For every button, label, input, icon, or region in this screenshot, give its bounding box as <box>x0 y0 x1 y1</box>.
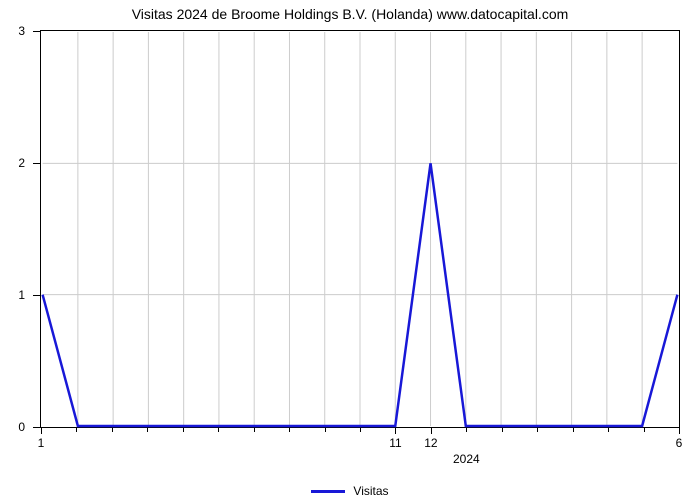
x-secondary-label: 2024 <box>453 452 480 466</box>
legend-line <box>311 490 345 493</box>
x-tick-label: 11 <box>389 436 401 450</box>
y-tick-label: 2 <box>0 156 25 170</box>
chart-svg <box>41 31 679 427</box>
x-tick-label: 12 <box>424 436 437 450</box>
y-tick-label: 0 <box>0 420 25 434</box>
plot-area <box>40 30 680 428</box>
legend-label: Visitas <box>353 484 388 498</box>
y-tick-label: 3 <box>0 24 25 38</box>
chart-container: Visitas 2024 de Broome Holdings B.V. (Ho… <box>0 0 700 500</box>
y-tick-label: 1 <box>0 288 25 302</box>
x-tick-label: 1 <box>38 436 45 450</box>
x-tick-label: 6 <box>676 436 683 450</box>
chart-title: Visitas 2024 de Broome Holdings B.V. (Ho… <box>0 6 700 22</box>
legend: Visitas <box>0 484 700 498</box>
